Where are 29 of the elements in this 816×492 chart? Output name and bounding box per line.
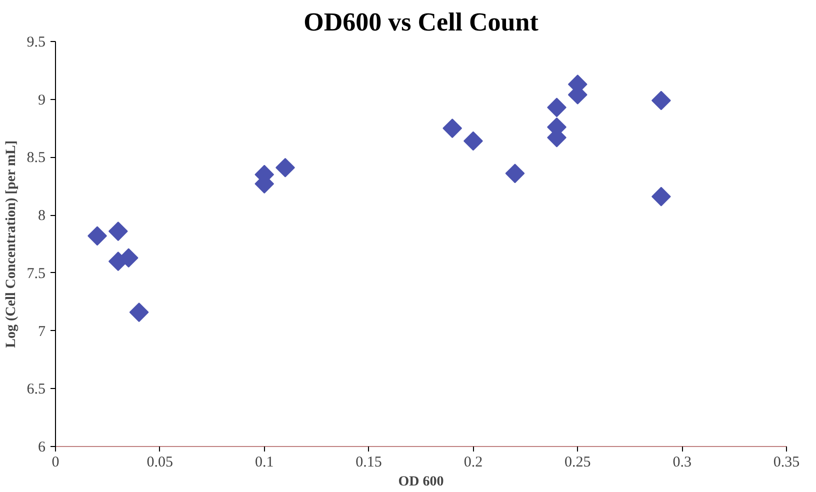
y-tick-label: 7 xyxy=(38,324,46,340)
y-tick-label: 9.5 xyxy=(26,34,46,50)
y-axis-title: Log (Cell Concentration) [per mL] xyxy=(4,140,19,348)
x-tick-label: 0.2 xyxy=(464,454,483,470)
y-tick-label: 8.5 xyxy=(26,150,46,166)
y-tick-label: 8 xyxy=(38,208,46,224)
x-tick-label: 0.1 xyxy=(254,454,274,470)
point xyxy=(651,186,671,206)
point xyxy=(547,98,566,118)
point xyxy=(442,118,462,138)
x-tick-label: 0.3 xyxy=(672,454,692,470)
point xyxy=(108,222,128,241)
point xyxy=(88,226,107,246)
point xyxy=(464,131,483,151)
y-tick-label: 6.5 xyxy=(26,382,46,398)
point xyxy=(505,164,525,184)
point xyxy=(651,90,671,110)
x-tick-label: 0 xyxy=(52,454,60,470)
y-tick-label: 6 xyxy=(38,440,46,456)
x-tick-label: 0.35 xyxy=(773,454,800,470)
y-tick-label: 9 xyxy=(38,92,46,108)
y-tick-label: 7.5 xyxy=(26,266,46,282)
x-tick-label: 0.05 xyxy=(146,454,174,470)
x-tick-label: 0.15 xyxy=(356,454,382,470)
x-axis-title: OD 600 xyxy=(398,474,444,490)
point xyxy=(276,158,295,178)
chart-title: OD600 vs Cell Count xyxy=(304,8,539,36)
point xyxy=(129,302,149,322)
x-tick-label: 0.25 xyxy=(564,454,591,470)
